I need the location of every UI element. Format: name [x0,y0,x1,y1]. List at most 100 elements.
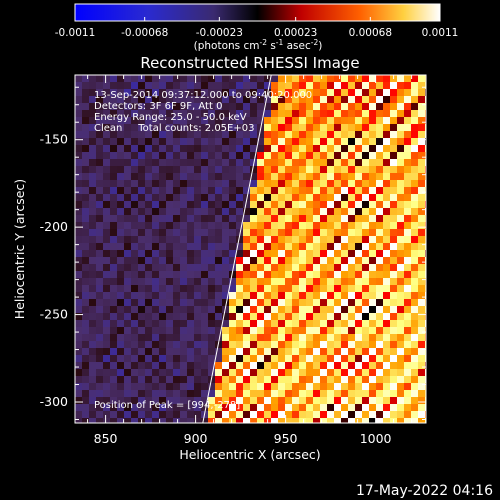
heatmap-cell [327,131,334,138]
heatmap-cell [404,341,411,348]
heatmap-cell [222,152,229,159]
heatmap-cell [285,334,292,341]
heatmap-cell [390,152,397,159]
heatmap-cell [215,131,222,138]
heatmap-cell [383,271,390,278]
heatmap-cell [103,313,110,320]
heatmap-cell [278,397,285,404]
heatmap-cell [383,355,390,362]
heatmap-cell [313,264,320,271]
heatmap-cell [110,236,117,243]
heatmap-cell [194,257,201,264]
heatmap-cell [103,334,110,341]
heatmap-cell [138,320,145,327]
heatmap-cell [299,194,306,201]
heatmap-cell [271,418,278,423]
heatmap-cell [131,173,138,180]
heatmap-cell [348,201,355,208]
heatmap-cell [334,320,341,327]
heatmap-cell [180,103,187,110]
heatmap-cell [362,180,369,187]
heatmap-cell [152,75,159,82]
heatmap-cell [82,117,89,124]
heatmap-cell [194,271,201,278]
heatmap-cell [159,334,166,341]
heatmap-cell [117,145,124,152]
heatmap-cell [131,236,138,243]
heatmap-cell [348,418,355,423]
heatmap-cell [96,180,103,187]
heatmap-cell [292,341,299,348]
heatmap-cell [124,201,131,208]
heatmap-cell [173,257,180,264]
heatmap-cell [376,75,383,82]
heatmap-cell [264,264,271,271]
heatmap-cell [278,131,285,138]
heatmap-cell [138,194,145,201]
heatmap-cell [271,187,278,194]
heatmap-cell [131,418,138,423]
heatmap-cell [110,404,117,411]
heatmap-cell [159,229,166,236]
heatmap-cell [404,257,411,264]
heatmap-cell [229,411,236,418]
heatmap-cell [348,215,355,222]
heatmap-cell [355,341,362,348]
heatmap-cell [306,152,313,159]
heatmap-cell [145,271,152,278]
heatmap-cell [201,208,208,215]
heatmap-cell [89,145,96,152]
heatmap-cell [397,187,404,194]
heatmap-cell [82,306,89,313]
heatmap-cell [103,362,110,369]
heatmap-cell [194,75,201,82]
heatmap-cell [166,138,173,145]
heatmap-cell [369,131,376,138]
heatmap-cell [292,264,299,271]
heatmap-cell [285,110,292,117]
heatmap-cell [264,376,271,383]
heatmap-cell [166,208,173,215]
heatmap-cell [152,173,159,180]
heatmap-cell [299,96,306,103]
heatmap-cell [313,236,320,243]
heatmap-cell [180,243,187,250]
heatmap-cell [131,383,138,390]
heatmap-cell [152,341,159,348]
heatmap-cell [257,383,264,390]
heatmap-cell [348,411,355,418]
heatmap-cell [390,187,397,194]
heatmap-cell [278,299,285,306]
heatmap-cell [376,383,383,390]
heatmap-cell [278,383,285,390]
heatmap-cell [222,201,229,208]
heatmap-cell [166,376,173,383]
heatmap-cell [236,159,243,166]
heatmap-cell [89,411,96,418]
heatmap-cell [278,173,285,180]
heatmap-cell [376,285,383,292]
heatmap-cell [390,390,397,397]
heatmap-cell [313,306,320,313]
heatmap-cell [362,208,369,215]
heatmap-cell [355,194,362,201]
heatmap-cell [243,201,250,208]
heatmap-cell [75,103,82,110]
heatmap-cell [152,362,159,369]
heatmap-cell [320,320,327,327]
heatmap-cell [201,418,208,423]
heatmap-cell [264,271,271,278]
heatmap-cell [75,96,82,103]
heatmap-cell [138,278,145,285]
heatmap-cell [313,341,320,348]
heatmap-cell [341,229,348,236]
heatmap-cell [243,299,250,306]
heatmap-cell [383,180,390,187]
heatmap-cell [292,369,299,376]
heatmap-cell [215,208,222,215]
heatmap-cell [390,362,397,369]
heatmap-cell [306,341,313,348]
heatmap-cell [208,257,215,264]
heatmap-cell [222,180,229,187]
heatmap-cell [376,89,383,96]
